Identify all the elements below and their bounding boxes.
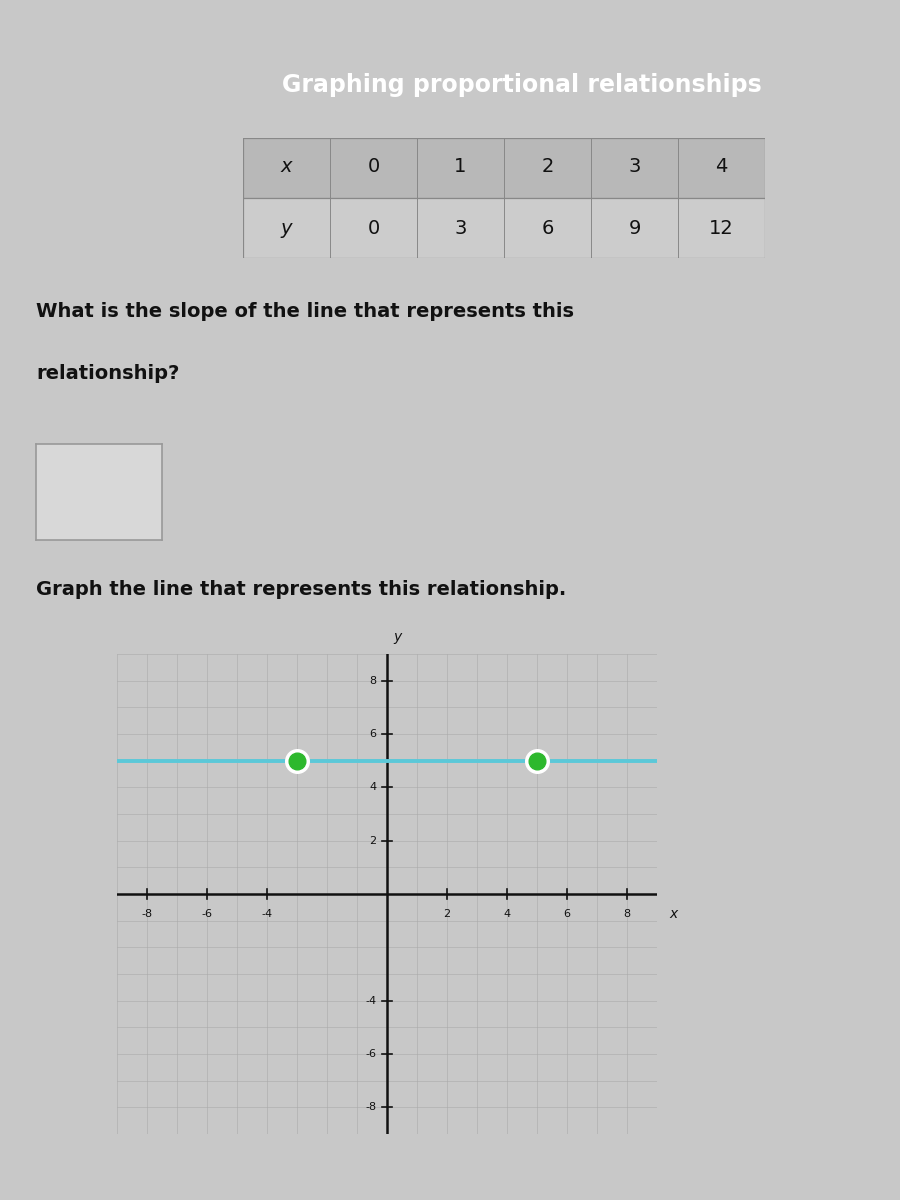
- Bar: [243, 198, 765, 258]
- Text: -6: -6: [365, 1049, 376, 1058]
- Text: 4: 4: [716, 157, 728, 176]
- Text: y: y: [281, 218, 292, 238]
- Text: y: y: [393, 630, 401, 643]
- Text: relationship?: relationship?: [36, 364, 179, 383]
- Text: 0: 0: [367, 157, 380, 176]
- Text: 3: 3: [454, 218, 467, 238]
- Text: 3: 3: [628, 157, 641, 176]
- Text: 2: 2: [369, 835, 376, 846]
- Text: 6: 6: [541, 218, 554, 238]
- Text: Graphing proportional relationships: Graphing proportional relationships: [282, 73, 762, 97]
- Text: x: x: [281, 157, 292, 176]
- Text: 6: 6: [563, 908, 571, 919]
- Text: x: x: [670, 907, 678, 922]
- Text: 4: 4: [369, 782, 376, 792]
- Text: 8: 8: [624, 908, 631, 919]
- Text: -6: -6: [202, 908, 212, 919]
- Text: What is the slope of the line that represents this: What is the slope of the line that repre…: [36, 301, 574, 320]
- Text: 6: 6: [370, 728, 376, 739]
- Text: -8: -8: [365, 1103, 376, 1112]
- Text: 8: 8: [369, 676, 376, 685]
- Text: 4: 4: [503, 908, 510, 919]
- Text: 0: 0: [367, 218, 380, 238]
- Text: 2: 2: [444, 908, 451, 919]
- Bar: [243, 138, 765, 198]
- Text: 9: 9: [628, 218, 641, 238]
- Text: -4: -4: [365, 996, 376, 1006]
- Text: -8: -8: [141, 908, 153, 919]
- Text: 12: 12: [709, 218, 734, 238]
- Text: Graph the line that represents this relationship.: Graph the line that represents this rela…: [36, 581, 566, 599]
- Text: -4: -4: [261, 908, 273, 919]
- Text: 1: 1: [454, 157, 467, 176]
- Text: 2: 2: [541, 157, 554, 176]
